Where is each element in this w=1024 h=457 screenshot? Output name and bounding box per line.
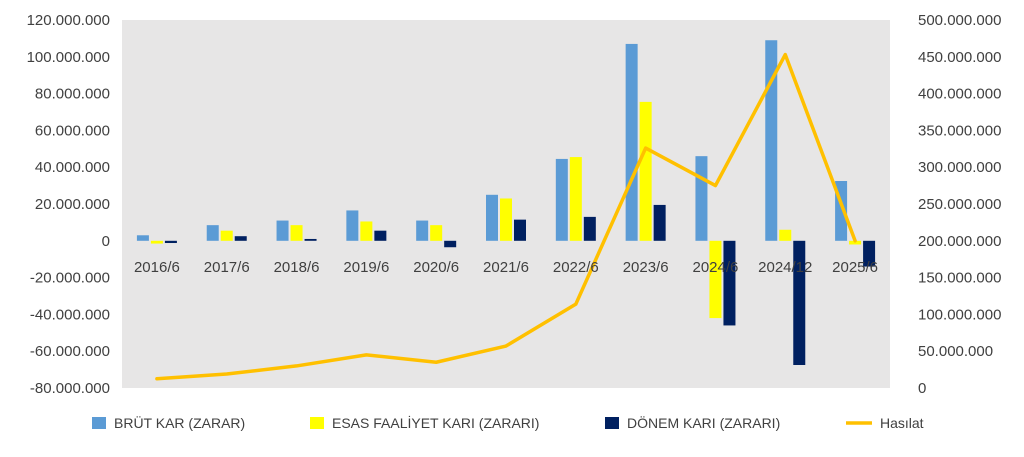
bar-esas-faali-yet-kari-zarari-2017-6 bbox=[220, 230, 233, 241]
bar-d-nem-kari-zarari-2023-6 bbox=[653, 204, 666, 241]
x-tick-label: 2016/6 bbox=[134, 259, 180, 276]
bar-br-t-kar-zarar-2023-6 bbox=[625, 43, 638, 241]
legend-label-br-t-kar-zarar: BRÜT KAR (ZARAR) bbox=[114, 414, 245, 431]
y-right-tick-label: 450.000.000 bbox=[918, 49, 1001, 66]
bar-d-nem-kari-zarari-2024-6 bbox=[723, 240, 736, 326]
bar-esas-faali-yet-kari-zarari-2023-6 bbox=[639, 101, 652, 241]
bar-esas-faali-yet-kari-zarari-2024-12 bbox=[779, 229, 792, 241]
bar-esas-faali-yet-kari-zarari-2022-6 bbox=[569, 157, 582, 241]
legend-swatch-d-nem-kari-zarari bbox=[605, 417, 619, 429]
bar-esas-faali-yet-kari-zarari-2016-6 bbox=[150, 240, 163, 244]
bar-d-nem-kari-zarari-2019-6 bbox=[374, 230, 387, 241]
bar-d-nem-kari-zarari-2018-6 bbox=[304, 238, 317, 241]
line-layer bbox=[155, 52, 857, 381]
y-right-tick-label: 500.000.000 bbox=[918, 12, 1001, 29]
bar-esas-faali-yet-kari-zarari-2019-6 bbox=[360, 221, 373, 241]
bar-br-t-kar-zarar-2018-6 bbox=[276, 220, 289, 241]
y-left-tick-label: -40.000.000 bbox=[30, 306, 110, 323]
bar-d-nem-kari-zarari-2025-6 bbox=[863, 240, 876, 267]
y-left-tick-label: -80.000.000 bbox=[30, 380, 110, 397]
y-left-tick-label: -60.000.000 bbox=[30, 343, 110, 360]
bar-br-t-kar-zarar-2019-6 bbox=[346, 210, 359, 241]
y-left-tick-label: -20.000.000 bbox=[30, 270, 110, 287]
bar-br-t-kar-zarar-2016-6 bbox=[136, 235, 149, 241]
legend-label-has-lat: Hasılat bbox=[880, 415, 924, 431]
bars-layer bbox=[136, 40, 876, 365]
legend-label-d-nem-kari-zarari: DÖNEM KARI (ZARARI) bbox=[627, 414, 780, 431]
y-left-tick-label: 40.000.000 bbox=[35, 159, 110, 176]
bar-br-t-kar-zarar-2024-12 bbox=[765, 40, 778, 241]
bar-esas-faali-yet-kari-zarari-2021-6 bbox=[500, 198, 512, 241]
legend-swatch-esas-faali-yet-kari-zarari bbox=[310, 417, 324, 429]
x-tick-label: 2024/6 bbox=[693, 259, 739, 276]
bar-d-nem-kari-zarari-2022-6 bbox=[583, 216, 596, 241]
bar-d-nem-kari-zarari-2020-6 bbox=[444, 240, 457, 248]
y-right-tick-label: 250.000.000 bbox=[918, 196, 1001, 213]
x-tick-label: 2024/12 bbox=[758, 259, 812, 276]
legend-label-esas-faali-yet-kari-zarari: ESAS FAALİYET KARI (ZARARI) bbox=[332, 414, 539, 431]
y-right-tick-label: 150.000.000 bbox=[918, 270, 1001, 287]
y-left-tick-label: 0 bbox=[102, 233, 110, 250]
bar-br-t-kar-zarar-2021-6 bbox=[486, 194, 498, 241]
right-axis: 0 50.000.000 100.000.000 150.000.000 200.000… bbox=[918, 12, 1001, 397]
bar-esas-faali-yet-kari-zarari-2018-6 bbox=[290, 225, 303, 241]
bar-esas-faali-yet-kari-zarari-2025-6 bbox=[849, 240, 862, 245]
x-tick-label: 2018/6 bbox=[274, 259, 320, 276]
y-left-tick-label: 60.000.000 bbox=[35, 122, 110, 139]
bar-esas-faali-yet-kari-zarari-2020-6 bbox=[430, 225, 443, 241]
x-tick-label: 2017/6 bbox=[204, 259, 250, 276]
y-left-tick-label: 80.000.000 bbox=[35, 86, 110, 103]
bar-d-nem-kari-zarari-2016-6 bbox=[164, 240, 177, 244]
y-right-tick-label: 400.000.000 bbox=[918, 86, 1001, 103]
x-tick-label: 2021/6 bbox=[483, 259, 529, 276]
bar-d-nem-kari-zarari-2024-12 bbox=[793, 240, 806, 365]
x-tick-label: 2020/6 bbox=[413, 259, 459, 276]
legend-swatch-br-t-kar-zarar bbox=[92, 417, 106, 429]
y-right-tick-label: 0 bbox=[918, 380, 926, 397]
x-tick-label: 2022/6 bbox=[553, 259, 599, 276]
bar-d-nem-kari-zarari-2021-6 bbox=[514, 219, 526, 241]
x-tick-label: 2023/6 bbox=[623, 259, 669, 276]
y-right-tick-label: 100.000.000 bbox=[918, 306, 1001, 323]
bar-br-t-kar-zarar-2024-6 bbox=[695, 156, 708, 241]
left-axis: -80.000.000 -60.000.000 -40.000.000 -20.000… bbox=[27, 12, 110, 397]
bar-br-t-kar-zarar-2022-6 bbox=[555, 158, 568, 241]
category-axis: 2016/6 2017/6 2018/6 2019/6 2020/6 2021/6 2022… bbox=[134, 259, 878, 276]
y-right-tick-label: 50.000.000 bbox=[918, 343, 993, 360]
y-right-tick-label: 300.000.000 bbox=[918, 159, 1001, 176]
bar-esas-faali-yet-kari-zarari-2024-6 bbox=[709, 240, 722, 319]
line-has-lat bbox=[155, 52, 857, 381]
x-tick-label: 2025/6 bbox=[832, 259, 878, 276]
bar-d-nem-kari-zarari-2017-6 bbox=[234, 236, 247, 241]
bar-br-t-kar-zarar-2020-6 bbox=[416, 220, 429, 241]
x-tick-label: 2019/6 bbox=[343, 259, 389, 276]
bar-br-t-kar-zarar-2017-6 bbox=[206, 225, 219, 241]
legend: BRÜT KAR (ZARAR) ESAS FAALİYET KARI (ZARA… bbox=[92, 414, 924, 431]
y-left-tick-label: 20.000.000 bbox=[35, 196, 110, 213]
y-left-tick-label: 100.000.000 bbox=[27, 49, 110, 66]
y-left-tick-label: 120.000.000 bbox=[27, 12, 110, 29]
y-right-tick-label: 350.000.000 bbox=[918, 122, 1001, 139]
y-right-tick-label: 200.000.000 bbox=[918, 233, 1001, 250]
